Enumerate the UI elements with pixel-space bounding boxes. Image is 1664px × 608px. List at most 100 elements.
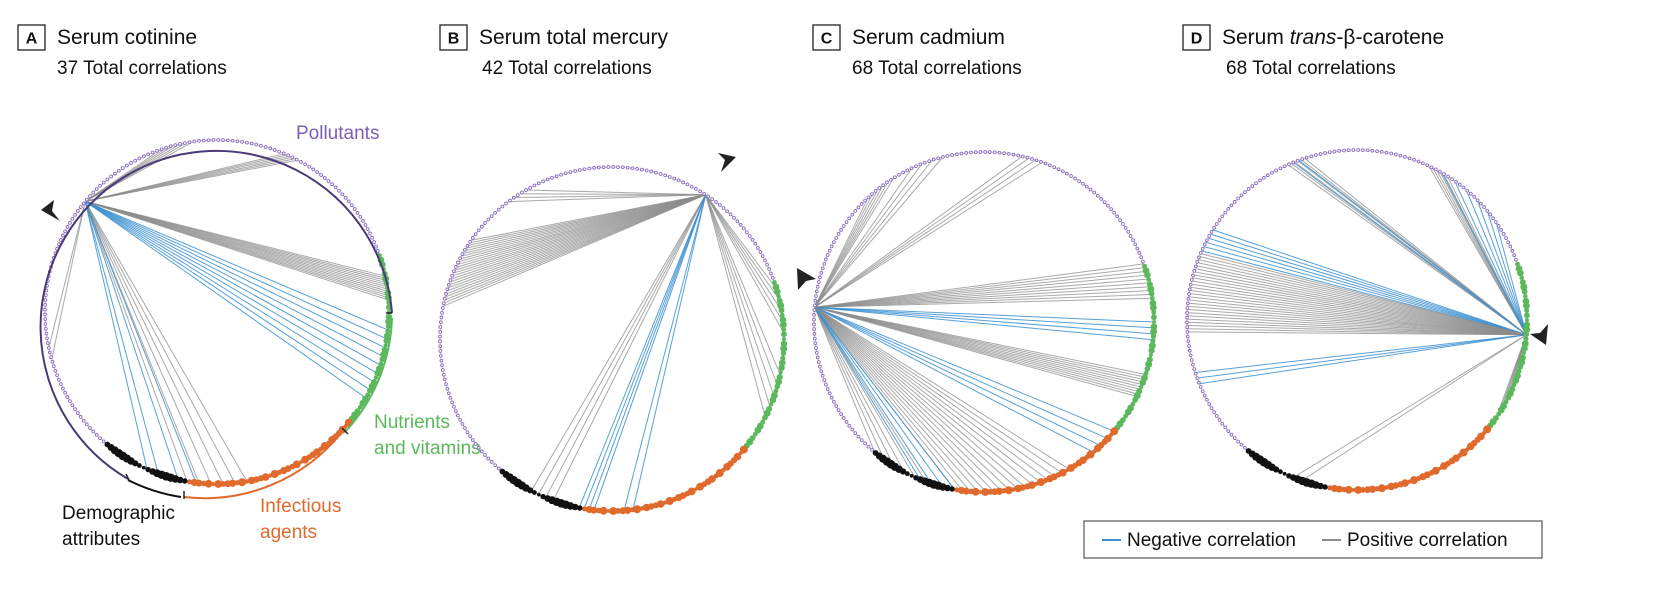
pollutants-node [1030, 157, 1034, 161]
positive-correlation-line [1301, 334, 1527, 482]
pollutants-node [330, 182, 334, 187]
positive-correlation-line [1191, 280, 1527, 336]
nutrients-node [762, 414, 768, 421]
positive-correlation-line [537, 194, 707, 495]
demographic-node [1278, 469, 1283, 475]
nutrients-node [385, 323, 392, 330]
pollutants-node [644, 168, 649, 173]
demographic-node [1282, 471, 1287, 476]
infectious-node [585, 505, 593, 514]
positive-correlation-line [1190, 283, 1527, 336]
infectious-node [619, 507, 627, 515]
pollutants-node [346, 199, 351, 204]
panel-c-correlation-lines [814, 155, 1155, 493]
positive-correlation-line [814, 306, 1018, 490]
nutrients-node [357, 404, 363, 410]
pollutants-node [1250, 184, 1255, 188]
demographic-node [577, 505, 583, 511]
positive-correlation-line [1189, 293, 1527, 336]
positive-correlation-line [1187, 308, 1527, 336]
pollutants-node [813, 298, 818, 303]
pollutants-node [496, 207, 501, 212]
pollutants-node [893, 175, 897, 180]
infectious-node [596, 507, 602, 514]
pollutants-node [988, 150, 992, 154]
nutrients-node [1523, 326, 1531, 333]
positive-correlation-line [1304, 157, 1527, 336]
positive-correlation-line [705, 194, 771, 408]
negative-correlation-line [814, 306, 1108, 440]
infectious-node [642, 503, 651, 512]
pollutants-node [355, 211, 360, 215]
infectious-node [301, 455, 309, 464]
pollutants-node [827, 391, 832, 396]
pollutants-node [927, 159, 932, 163]
pollutants-node [63, 390, 67, 395]
pollutants-node [75, 209, 80, 213]
positive-correlation-line [84, 201, 236, 484]
nutrients-node [1150, 296, 1155, 301]
positive-correlation-line [705, 194, 784, 323]
pollutants-node [245, 140, 249, 145]
negative-correlation-line [814, 306, 1154, 341]
negative-correlation-line [84, 200, 367, 399]
pollutants-node [905, 168, 910, 173]
demographic-node [536, 492, 541, 497]
pollutants-node [520, 190, 524, 195]
pollutants-node [931, 157, 936, 162]
pollutants-node [63, 229, 67, 234]
nutrients-node [1496, 411, 1501, 417]
pollutants-node [732, 215, 736, 220]
infectious-node [1354, 486, 1363, 494]
pollutants-node [470, 438, 475, 442]
legend: Negative correlation Positive correlatio… [1083, 520, 1543, 559]
pollutants-node [1389, 151, 1394, 156]
pollutants-node [1332, 149, 1337, 154]
pollutants-node [816, 280, 821, 284]
pollutants-node [263, 145, 268, 149]
negative-correlation-line [1441, 172, 1527, 336]
pollutants-node [532, 183, 537, 188]
pollutants-node [1243, 446, 1247, 450]
pollutants-node [663, 173, 668, 178]
pollutants-node [463, 248, 467, 252]
pollutants-node [1499, 228, 1504, 232]
nutrients-node [1525, 318, 1529, 322]
pollutants-node [1375, 149, 1379, 154]
pollutants-node [1195, 260, 1200, 264]
nutrients-node [781, 331, 787, 338]
pollutants-node [73, 212, 77, 217]
infectious-node [599, 506, 608, 515]
infectious-node [981, 488, 990, 496]
infectious-node [204, 479, 213, 488]
pollutants-node [853, 209, 858, 213]
pollutants-node [493, 463, 497, 468]
pollutants-node [70, 403, 75, 408]
pollutants-node [936, 156, 941, 161]
pollutants-node [444, 382, 448, 386]
pollutants-node [1185, 325, 1189, 329]
positive-correlation-line [1188, 296, 1527, 336]
pollutants-node [201, 138, 206, 143]
pollutants-node [281, 151, 286, 156]
pollutants-node [372, 240, 376, 244]
pollutants-node [1115, 214, 1120, 219]
pollutants-node [559, 172, 563, 177]
positive-correlation-line [508, 194, 706, 203]
negative-correlation-line [814, 306, 1155, 323]
pollutants-node [326, 179, 331, 183]
pollutants-node [473, 442, 478, 446]
nutrients-node [1151, 314, 1157, 321]
pollutants-node [870, 192, 874, 196]
pollutants-node [1200, 246, 1205, 251]
pollutants-node [442, 296, 447, 301]
pollutants-node [1370, 148, 1375, 153]
pollutants-node [750, 238, 755, 242]
demographic-node [499, 468, 506, 475]
positive-correlation-line [814, 306, 1063, 474]
pollutants-node [528, 185, 533, 190]
pollutants-node [685, 182, 690, 187]
pollutants-node [1034, 158, 1039, 163]
pollutants-node [81, 201, 86, 206]
pollutants-node [847, 423, 852, 428]
